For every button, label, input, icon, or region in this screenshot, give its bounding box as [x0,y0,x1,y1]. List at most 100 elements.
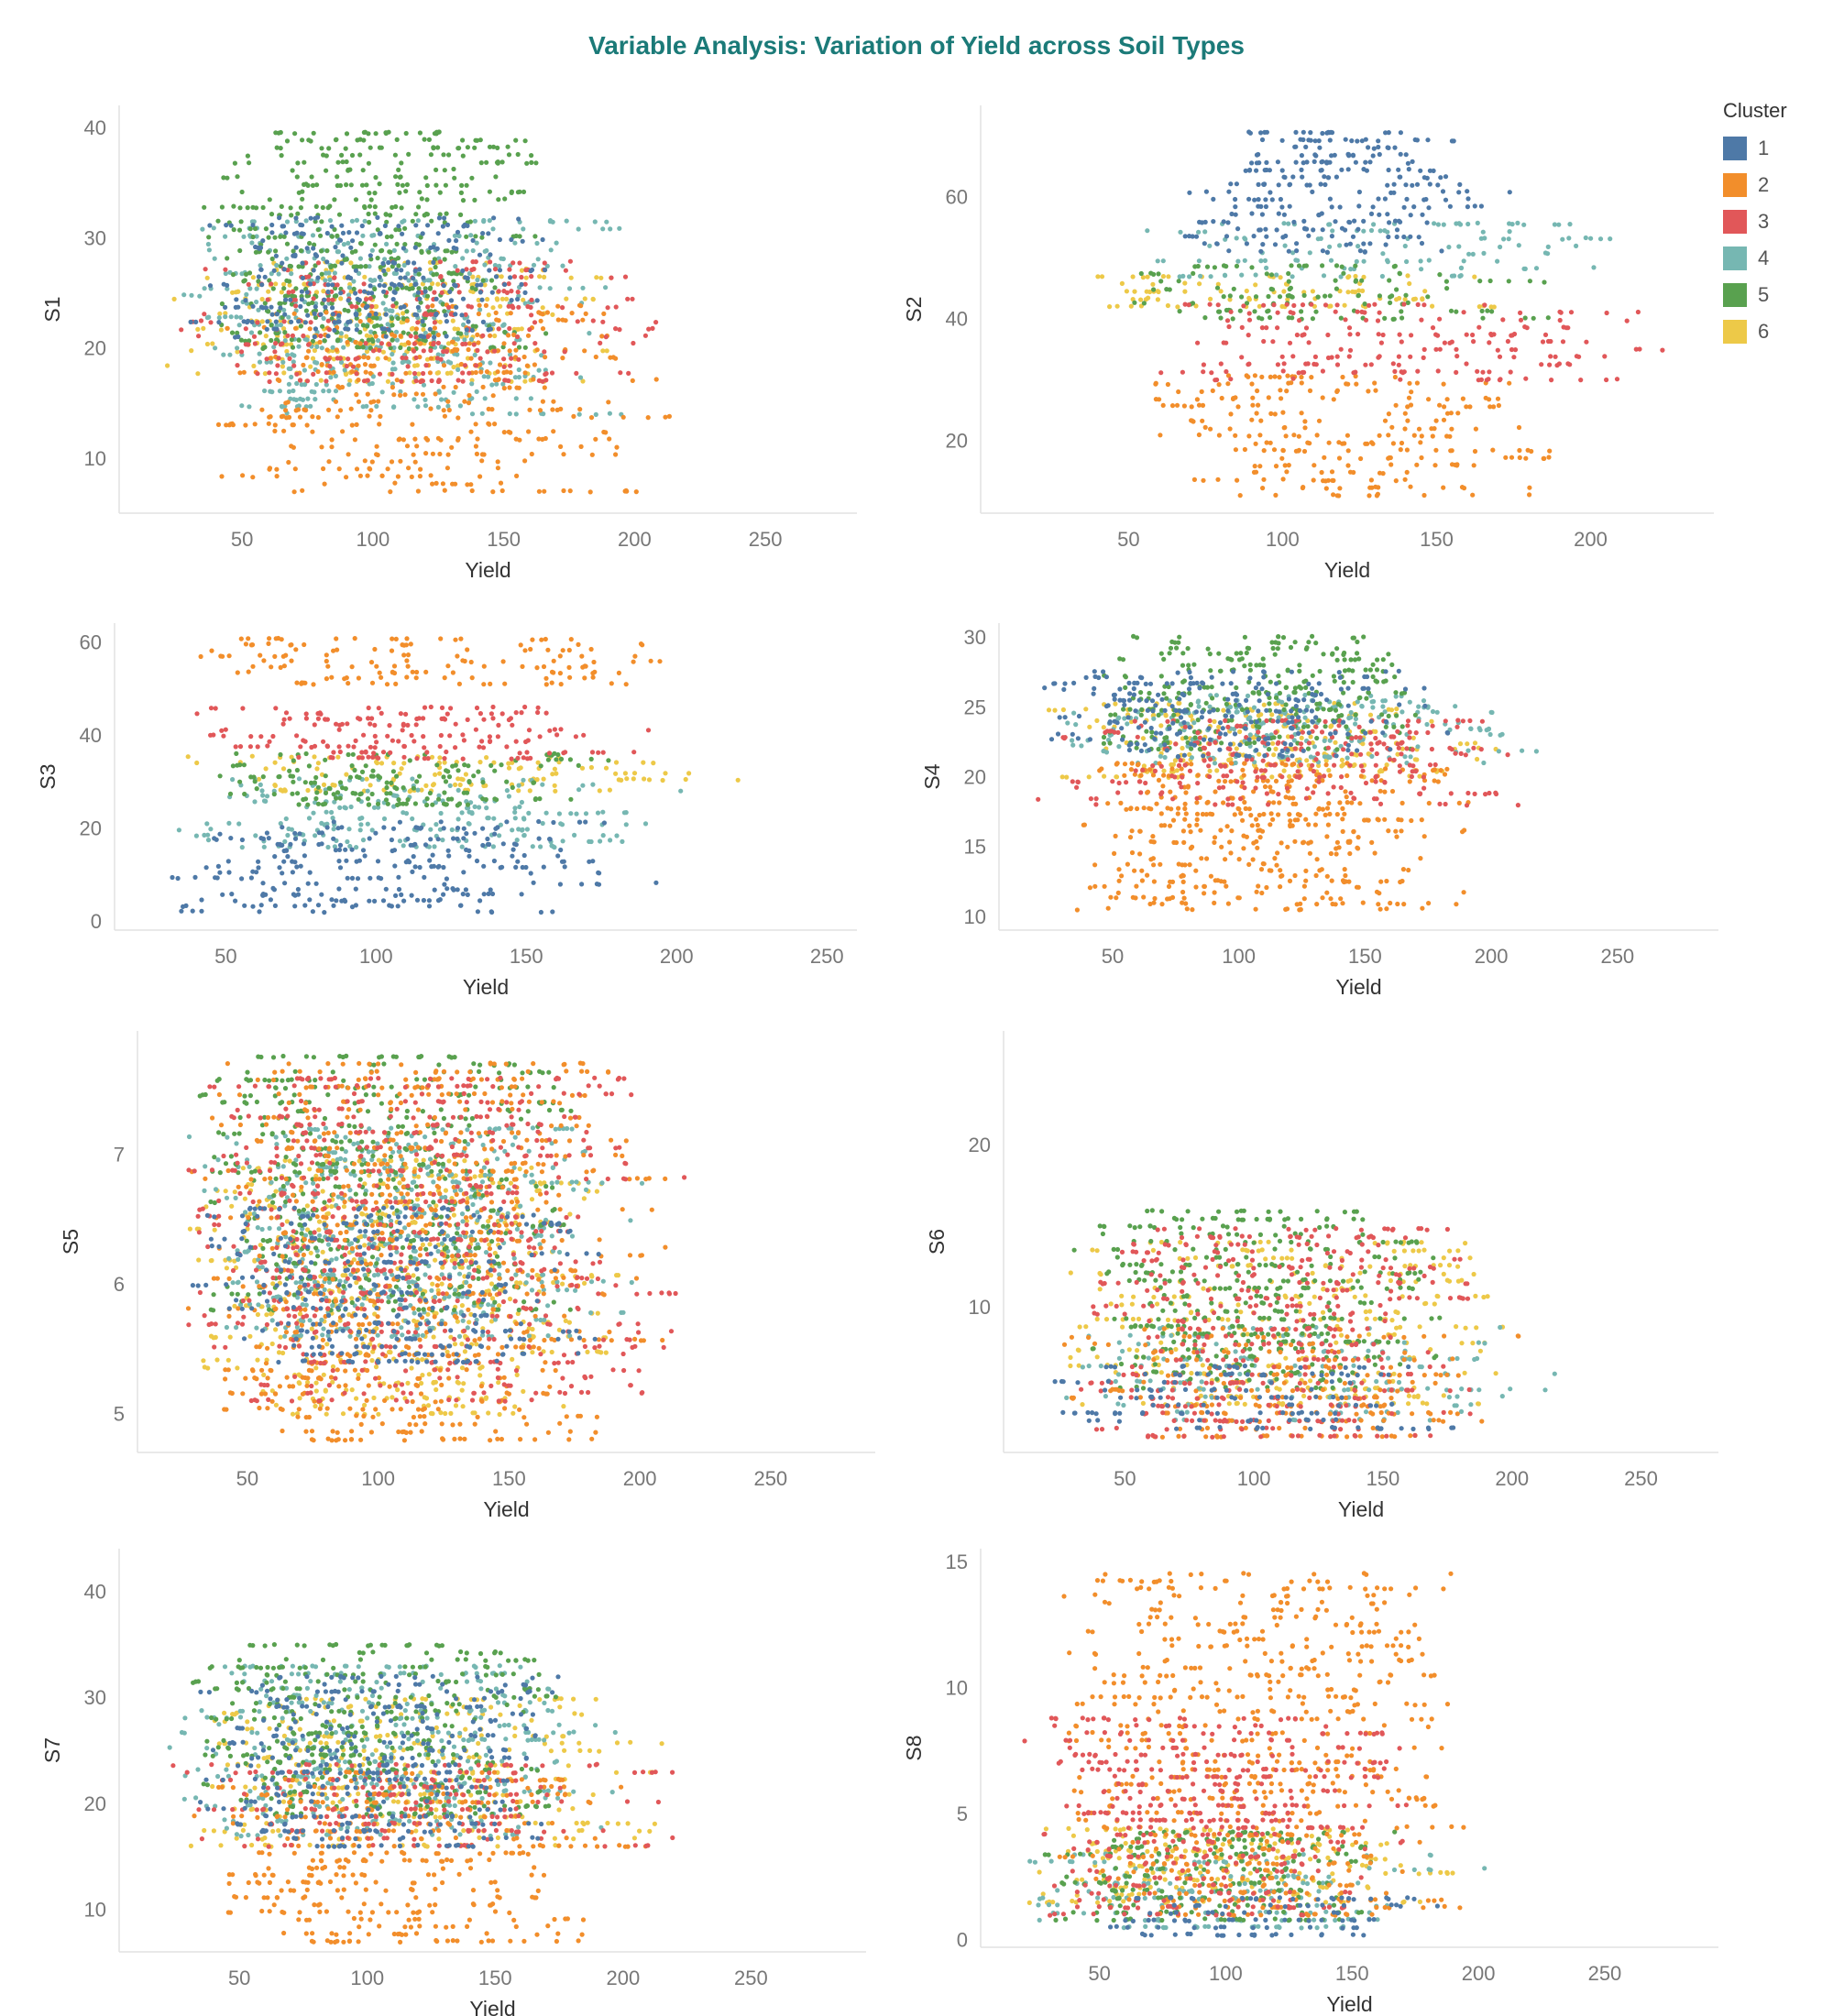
data-point-cluster-1 [285,854,291,860]
data-point-cluster-2 [1272,374,1278,379]
data-point-cluster-4 [1468,726,1474,731]
data-point-cluster-1 [381,825,387,830]
data-point-cluster-6 [272,760,278,765]
data-point-cluster-3 [413,722,419,728]
data-point-cluster-5 [1107,740,1113,746]
data-point-cluster-3 [574,370,579,376]
data-point-cluster-2 [1283,433,1289,439]
data-point-cluster-3 [312,743,318,749]
data-point-cluster-6 [1158,723,1164,729]
data-point-cluster-2 [508,369,513,376]
data-point-cluster-4 [1380,251,1386,257]
data-point-cluster-1 [1187,190,1192,195]
data-point-cluster-1 [515,296,521,302]
data-point-cluster-5 [1204,264,1211,269]
data-point-cluster-2 [1406,395,1412,400]
data-point-cluster-4 [576,226,581,232]
data-point-cluster-1 [528,268,533,274]
data-point-cluster-5 [290,345,296,350]
data-point-cluster-3 [513,739,519,744]
data-point-cluster-5 [399,205,404,211]
data-point-cluster-2 [453,481,458,487]
data-point-cluster-5 [1487,278,1493,284]
data-point-cluster-1 [311,246,316,251]
data-point-cluster-4 [1597,236,1604,242]
data-point-cluster-1 [437,897,443,903]
data-point-cluster-5 [357,240,364,247]
data-point-cluster-4 [211,225,216,231]
data-point-cluster-1 [426,904,433,909]
data-point-cluster-5 [1149,729,1155,735]
data-point-cluster-3 [1464,332,1469,337]
data-point-cluster-3 [480,745,487,751]
data-point-cluster-1 [455,229,461,235]
data-point-cluster-5 [446,270,452,276]
data-point-cluster-4 [1151,716,1157,721]
data-point-cluster-1 [1329,130,1335,136]
data-point-cluster-3 [480,333,486,338]
data-point-cluster-4 [600,809,606,815]
data-point-cluster-3 [273,706,279,711]
data-point-cluster-5 [1301,724,1306,729]
data-point-cluster-4 [423,330,428,335]
data-point-cluster-5 [320,204,325,211]
data-point-cluster-1 [224,223,229,228]
data-point-cluster-2 [1235,477,1240,483]
data-point-cluster-6 [1420,297,1425,302]
data-point-cluster-1 [1263,226,1268,232]
data-point-cluster-6 [1212,718,1217,725]
data-point-cluster-3 [294,733,300,739]
data-point-cluster-3 [1540,339,1546,345]
data-point-cluster-4 [230,777,236,783]
data-point-cluster-2 [394,378,400,383]
data-point-cluster-5 [291,758,296,763]
data-point-cluster-1 [460,296,466,301]
data-point-cluster-4 [558,821,564,827]
data-point-cluster-2 [417,474,423,479]
data-point-cluster-6 [374,303,379,310]
data-point-cluster-5 [1158,279,1164,284]
data-point-cluster-2 [357,341,363,346]
data-point-cluster-6 [516,766,521,772]
data-point-cluster-2 [286,459,291,466]
data-point-cluster-1 [354,230,360,236]
data-point-cluster-1 [1318,181,1323,187]
data-point-cluster-4 [508,352,513,357]
y-axis-label: S2 [902,296,926,322]
data-point-cluster-2 [1507,380,1512,386]
data-point-cluster-4 [403,811,410,816]
data-point-cluster-5 [1403,292,1409,298]
data-point-cluster-1 [301,841,307,847]
data-point-cluster-5 [1249,265,1255,270]
data-point-cluster-1 [1405,160,1410,166]
data-point-cluster-1 [282,312,288,317]
data-point-cluster-3 [1294,332,1300,338]
data-point-cluster-6 [185,754,191,760]
data-point-cluster-2 [1252,464,1257,469]
data-point-cluster-5 [532,796,538,803]
data-point-cluster-6 [1430,303,1435,309]
data-point-cluster-2 [603,430,609,435]
data-point-cluster-4 [260,793,266,798]
data-point-cluster-2 [408,641,413,647]
data-point-cluster-4 [1282,243,1288,248]
data-point-cluster-4 [327,277,333,282]
data-point-cluster-2 [501,430,507,435]
data-point-cluster-6 [379,761,385,766]
data-point-cluster-4 [472,352,477,357]
data-point-cluster-1 [1259,212,1265,217]
data-point-cluster-2 [1227,426,1233,432]
data-point-cluster-3 [1553,354,1558,359]
data-point-cluster-5 [353,197,359,203]
data-point-cluster-3 [1201,369,1206,375]
data-point-cluster-1 [509,236,514,243]
data-point-cluster-5 [278,129,283,136]
data-point-cluster-1 [1386,167,1391,173]
data-point-cluster-4 [1356,244,1361,249]
data-point-cluster-1 [412,268,418,274]
data-point-cluster-3 [1303,325,1310,331]
data-point-cluster-2 [1449,426,1454,432]
data-point-cluster-1 [1287,203,1292,209]
data-point-cluster-6 [1182,289,1188,294]
data-point-cluster-1 [367,312,372,318]
